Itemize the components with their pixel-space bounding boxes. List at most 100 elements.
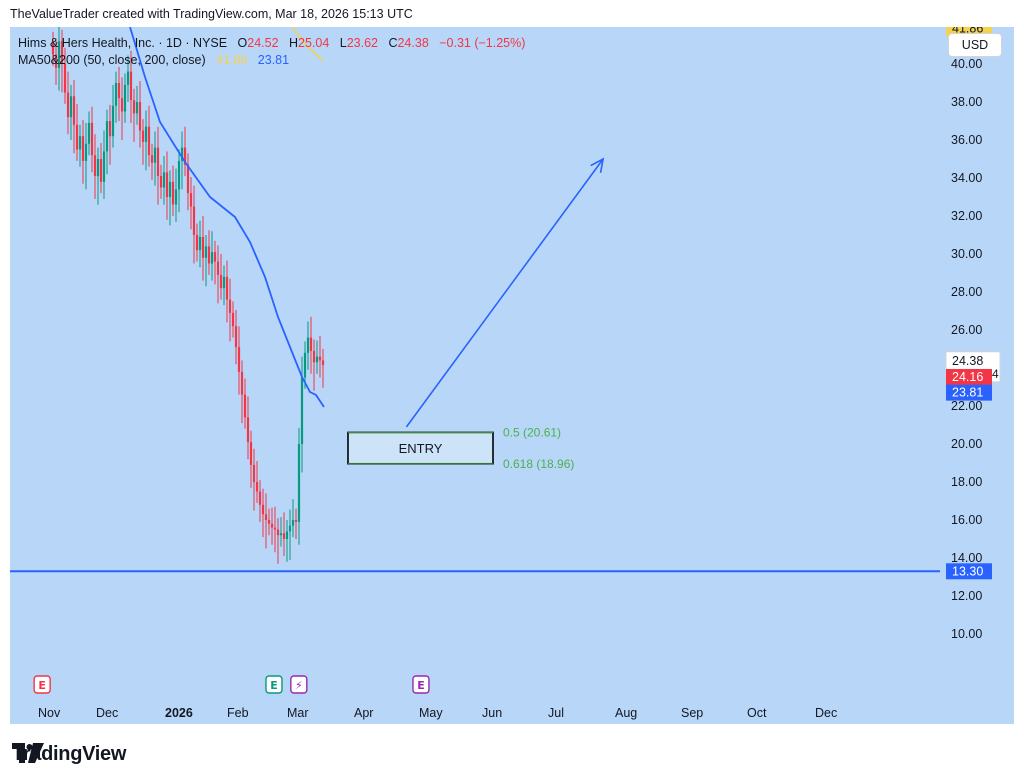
- candle-body: [90, 122, 94, 156]
- event-marker-glyph: E: [417, 679, 425, 692]
- y-tick-label: 40.00: [951, 57, 982, 71]
- earnings-event-icon[interactable]: E: [412, 675, 430, 694]
- candle-body: [243, 394, 247, 418]
- change-value: −0.31 (−1.25%): [439, 36, 526, 50]
- candle-body: [57, 41, 61, 68]
- candle-body: [114, 83, 118, 106]
- candle-body: [300, 377, 304, 444]
- currency-button[interactable]: USD: [948, 33, 1002, 57]
- event-marker-frame: [412, 675, 430, 694]
- ma200-value: 23.81: [257, 53, 290, 67]
- candle-body: [315, 356, 319, 363]
- candle-body: [129, 71, 133, 101]
- candle-body: [195, 235, 199, 251]
- x-tick-label: Oct: [747, 706, 767, 720]
- candle-body: [102, 151, 106, 182]
- candle-body: [174, 189, 178, 205]
- candle-body: [168, 181, 172, 197]
- candle-body: [171, 181, 175, 205]
- high-label: H: [289, 36, 299, 50]
- candle-body: [87, 122, 91, 144]
- candle-body: [303, 352, 307, 378]
- candle-body: [318, 356, 322, 361]
- candle-body: [63, 64, 67, 93]
- candle-body: [270, 523, 274, 528]
- candle-body: [246, 417, 250, 443]
- y-tick-label: 38.00: [951, 95, 982, 109]
- ma-indicator-label: MA50&200 (50, close, 200, close): [18, 53, 206, 67]
- support-price-label: 13.30: [952, 564, 983, 578]
- candle-body: [294, 520, 298, 522]
- x-tick-label: Dec: [815, 706, 837, 720]
- candle-body: [258, 491, 262, 505]
- candle-body: [150, 155, 154, 163]
- candle-body: [165, 172, 169, 197]
- candle-body: [105, 121, 109, 152]
- candle-body: [108, 121, 112, 137]
- candle-body: [222, 276, 226, 289]
- y-tick-label: 10.00: [951, 627, 982, 641]
- candle-body: [279, 533, 283, 536]
- low-value: 23.62: [346, 36, 378, 50]
- last-price-label: 24.38: [952, 354, 983, 368]
- ma200-line: [129, 27, 325, 408]
- price-chart[interactable]: Nov Dec 2026 Feb Mar Apr May Jun Jul Aug Sep Oct Dec…: [10, 27, 1014, 724]
- candle-body: [213, 252, 217, 262]
- event-marker-glyph: ⚡: [295, 679, 303, 692]
- candle-body: [78, 136, 82, 150]
- candle-body: [180, 147, 184, 161]
- candle-body: [177, 160, 181, 190]
- candle-body: [312, 350, 316, 363]
- y-tick-label: 12.00: [951, 589, 982, 603]
- y-tick-label: 32.00: [951, 209, 982, 223]
- candle-body: [207, 246, 211, 264]
- x-tick-label: Feb: [227, 706, 249, 720]
- ma200-price-label-bg: [946, 384, 992, 401]
- candle-body: [210, 252, 214, 264]
- candle-body: [186, 164, 190, 194]
- candle-body: [273, 527, 277, 530]
- candle-body: [291, 520, 295, 526]
- event-marker-frame: [265, 675, 283, 694]
- candle-body: [321, 360, 325, 365]
- y-tick-label: 16.00: [951, 513, 982, 527]
- current-price-label-bg: [946, 368, 992, 385]
- x-tick-label: Aug: [615, 706, 637, 720]
- candle-body: [144, 126, 148, 142]
- x-tick-label: Jul: [548, 706, 564, 720]
- news-event-icon[interactable]: ⚡: [290, 675, 308, 694]
- x-tick-label: 2026: [165, 706, 193, 720]
- candle-body: [285, 531, 289, 539]
- candle-body: [75, 124, 79, 150]
- candle-body: [231, 312, 235, 327]
- candle-body: [72, 96, 76, 125]
- ma50-price-label: 41.86: [952, 27, 983, 36]
- open-label: O: [237, 36, 248, 50]
- candle-body: [192, 206, 196, 235]
- ma50-price-label-bg: [946, 27, 992, 37]
- candle-body: [69, 96, 73, 118]
- symbol-legend: Hims & Hers Health, Inc. · 1D · NYSE O24…: [18, 36, 525, 50]
- candle-body: [198, 236, 202, 251]
- x-tick-label: May: [419, 706, 443, 720]
- support-price-label-bg: [946, 563, 992, 580]
- current-price-label: 24.16: [952, 370, 983, 384]
- chart-area[interactable]: Nov Dec 2026 Feb Mar Apr May Jun Jul Aug Sep Oct Dec…: [10, 27, 1014, 724]
- candle-body: [153, 147, 157, 163]
- candle-body: [99, 159, 103, 182]
- high-value: 25.04: [298, 36, 330, 50]
- event-marker-glyph: E: [270, 679, 278, 692]
- candle-body: [132, 100, 136, 114]
- x-tick-label: Nov: [38, 706, 61, 720]
- tradingview-logo-icon: [12, 743, 44, 763]
- candle-body: [60, 41, 64, 64]
- earnings-event-icon[interactable]: E: [265, 675, 283, 694]
- candle-body: [261, 504, 265, 515]
- ma-legend: MA50&200 (50, close, 200, close) 41.86 2…: [18, 53, 289, 67]
- candle-body: [93, 155, 97, 177]
- candle-body: [156, 147, 160, 177]
- y-tick-label: 18.00: [951, 475, 982, 489]
- x-tick-label: Sep: [681, 706, 703, 720]
- symbol-name: Hims & Hers Health, Inc. · 1D · NYSE: [18, 36, 228, 50]
- earnings-event-icon[interactable]: E: [33, 675, 51, 694]
